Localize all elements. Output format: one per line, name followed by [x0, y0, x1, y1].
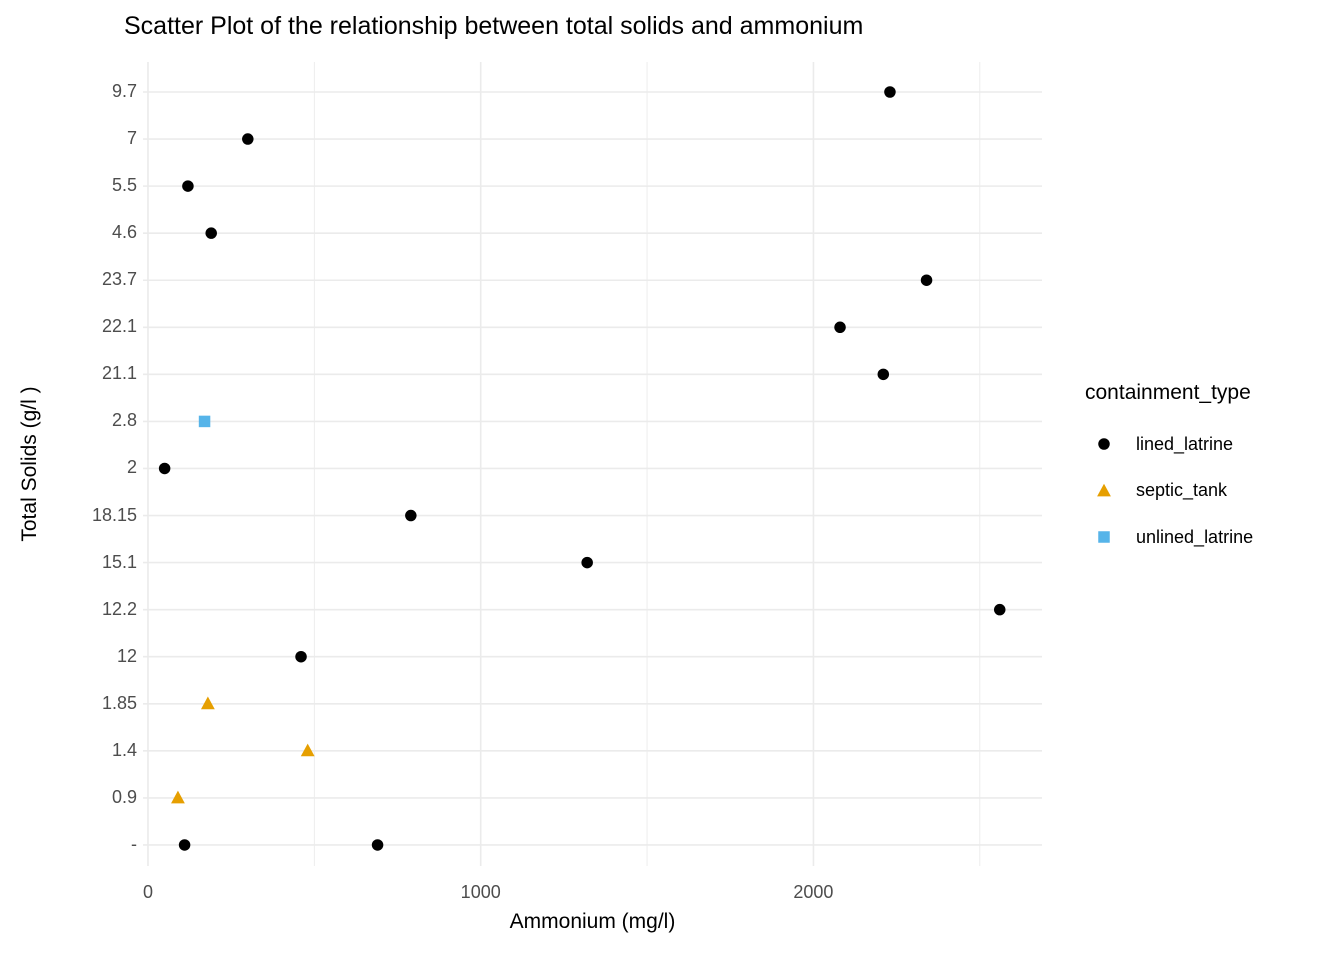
y-tick-label: 23.7: [101, 269, 137, 290]
legend-triangle-icon: [1092, 479, 1116, 503]
legend-label: lined_latrine: [1136, 433, 1234, 454]
data-point-triangle: [171, 790, 185, 804]
legend-item-unlined_latrine: unlined_latrine: [1085, 525, 1253, 549]
data-point-circle: [295, 650, 307, 663]
y-tick-label: -: [131, 833, 137, 854]
legend-item-septic_tank: septic_tank: [1085, 479, 1227, 503]
y-tick-label: 2: [126, 457, 137, 478]
data-point-circle: [993, 603, 1006, 616]
y-tick-label: 9.7: [111, 81, 137, 101]
y-tick-label: 12.2: [101, 598, 137, 619]
data-point-triangle: [300, 743, 315, 757]
data-point-triangle: [1097, 483, 1111, 496]
y-tick-label: 21.1: [101, 363, 137, 384]
data-point-circle: [405, 509, 417, 522]
data-point-circle: [1098, 438, 1110, 450]
legend-label: unlined_latrine: [1136, 526, 1254, 547]
data-point-circle: [158, 462, 171, 475]
x-tick-label: 1000: [460, 882, 501, 902]
y-tick-label: 4.6: [111, 222, 137, 243]
y-tick-label: 1.4: [111, 739, 137, 760]
y-tick-label: 0.9: [111, 786, 137, 807]
data-point-square: [1098, 531, 1110, 543]
data-point-triangle: [200, 696, 215, 710]
data-point-circle: [178, 839, 191, 851]
data-point-circle: [371, 839, 384, 851]
plot-title: Scatter Plot of the relationship between…: [124, 12, 864, 40]
data-point-circle: [834, 321, 846, 334]
y-tick-label: 2.8: [111, 410, 137, 431]
y-tick-label: 18.15: [91, 504, 137, 525]
data-point-circle: [242, 133, 254, 145]
data-point-circle: [205, 227, 217, 239]
legend-label: septic_tank: [1136, 480, 1228, 500]
legend-title: containment_type: [1085, 381, 1251, 404]
y-tick-label: 15.1: [101, 551, 137, 572]
legend-item-lined_latrine: lined_latrine: [1085, 432, 1233, 456]
legend-square-icon: [1092, 525, 1116, 549]
data-point-circle: [182, 180, 194, 192]
data-point-circle: [884, 86, 896, 98]
y-tick-label: 7: [126, 128, 137, 149]
y-tick-label: 1.85: [101, 692, 137, 713]
x-tick-label: 0: [142, 882, 153, 902]
x-tick-label: 2000: [793, 882, 834, 902]
legend-circle-icon: [1092, 432, 1116, 456]
y-tick-label: 22.1: [101, 316, 137, 337]
data-point-circle: [920, 274, 933, 286]
data-point-square: [198, 415, 211, 428]
y-tick-label: 5.5: [111, 175, 137, 196]
data-point-circle: [877, 368, 890, 381]
data-point-circle: [581, 556, 593, 569]
y-tick-label: 12: [116, 645, 137, 666]
x-axis-title: Ammonium (mg/l): [509, 910, 676, 933]
